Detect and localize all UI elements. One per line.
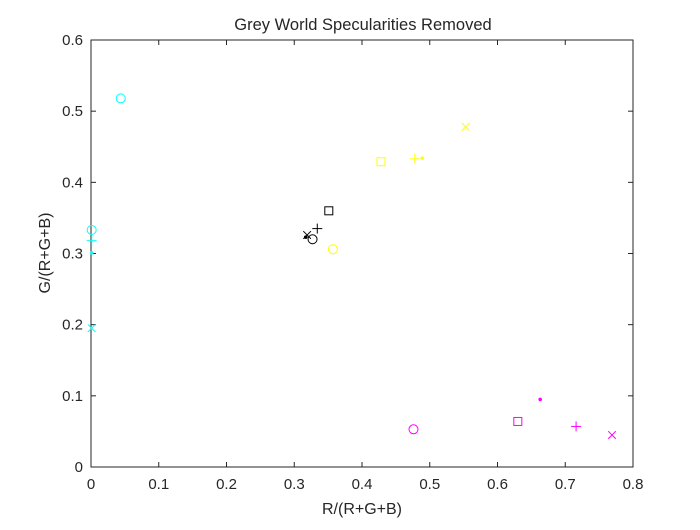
data-point-cyan-circle	[115, 93, 126, 104]
y-tick-label: 0.2	[62, 317, 83, 334]
data-point-black-dot	[303, 235, 308, 239]
x-tick-label: 0.4	[352, 476, 373, 493]
x-tick-label: 0.7	[555, 476, 576, 493]
x-tick-label: 0.5	[419, 476, 440, 493]
data-point-magenta-square	[513, 416, 523, 426]
ticks-layer: 0 0.1 0.2 0.3 0.4 0.5 0.6 0.7 0.8 0 0.1 0.2 0.3 0.4 0.…	[62, 32, 643, 493]
data-point-magenta-plus	[571, 421, 582, 432]
data-point-yellow-circle	[327, 244, 338, 255]
x-axis-label: R/(R+G+B)	[322, 501, 402, 518]
y-tick-label: 0.5	[62, 103, 83, 120]
data-point-yellow-square	[376, 157, 386, 167]
data-point-black-square	[324, 206, 334, 216]
x-tick-label: 0.6	[487, 476, 508, 493]
y-tick-label: 0.3	[62, 246, 83, 263]
data-point-cyan-plus	[86, 235, 97, 246]
x-tick-label: 0.2	[216, 476, 237, 493]
data-point-black-plus	[312, 223, 323, 234]
data-point-yellow-dot	[420, 156, 425, 160]
x-tick-label: 0.1	[148, 476, 169, 493]
data-point-yellow-plus	[409, 153, 420, 164]
data-point-black-circle	[307, 234, 318, 245]
x-tick-label: 0.3	[284, 476, 305, 493]
x-tick-label: 0.8	[623, 476, 644, 493]
data-point-cyan-dot	[89, 250, 94, 255]
data-point-magenta-circle	[408, 424, 419, 435]
chart-title: Grey World Specularities Removed	[234, 16, 491, 34]
y-tick-label: 0	[75, 459, 83, 476]
y-tick-label: 0.6	[62, 32, 83, 49]
data-point-magenta-x	[607, 430, 617, 440]
points-layer	[86, 93, 617, 440]
data-point-cyan-circle	[86, 225, 97, 236]
data-point-magenta-dot	[538, 397, 542, 402]
data-point-cyan-x	[87, 324, 96, 333]
y-tick-label: 0.1	[62, 388, 83, 405]
plot-area	[90, 39, 634, 468]
x-tick-label: 0	[87, 476, 95, 493]
data-point-yellow-x	[461, 122, 470, 131]
y-tick-label: 0.4	[62, 174, 83, 191]
y-axis-label: G/(R+G+B)	[37, 213, 54, 294]
